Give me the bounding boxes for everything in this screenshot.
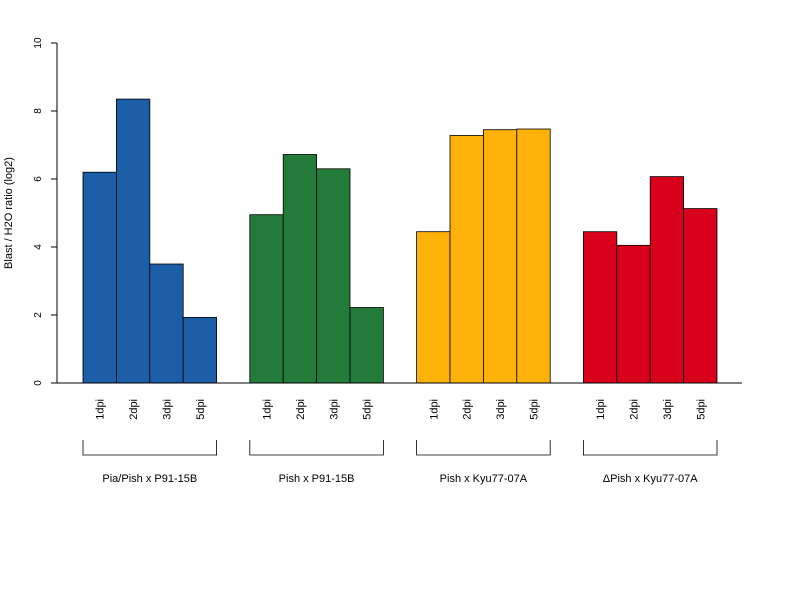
x-tick-label: 1dpi [95, 399, 107, 420]
bar [583, 231, 618, 384]
y-tick-label: 10 [33, 37, 44, 49]
y-axis: 0 2 4 6 8 10 [33, 37, 58, 386]
bar [82, 171, 117, 384]
bar [116, 98, 151, 384]
bar [482, 129, 518, 384]
group-bracket [416, 440, 551, 456]
bar [349, 307, 384, 384]
group-label: Pia/Pish x P91-15B [102, 473, 197, 485]
bar [616, 244, 651, 384]
x-axis: 1dpi 2dpi 3dpi 5dpi 1dpi 2dpi 3dpi 5dpi 1dpi 2dpi… [57, 382, 742, 420]
bar [249, 214, 284, 384]
y-tick-label: 4 [33, 244, 44, 250]
bar [516, 128, 551, 384]
y-tick-label: 0 [33, 380, 44, 386]
group-bracket [82, 440, 217, 456]
group-label: Pish x P91-15B [279, 473, 355, 485]
bar [449, 135, 484, 384]
x-tick-label: 5dpi [695, 399, 707, 420]
x-tick-label: 3dpi [162, 399, 174, 420]
x-tick-label: 2dpi [629, 399, 641, 420]
x-tick-label: 5dpi [529, 399, 541, 420]
group-label: Pish x Kyu77-07A [440, 473, 528, 485]
bar [683, 208, 718, 384]
x-tick-label: 1dpi [428, 399, 440, 420]
x-tick-label: 2dpi [462, 399, 474, 420]
y-tick-label: 8 [33, 108, 44, 114]
y-tick-label: 6 [33, 176, 44, 182]
y-tick-label: 2 [33, 312, 44, 318]
bar [649, 176, 685, 384]
group-bracket [583, 440, 718, 456]
bar [316, 168, 351, 384]
x-tick-label: 5dpi [362, 399, 374, 420]
y-axis-label: Blast / H2O ratio (log2) [3, 157, 15, 269]
group-brackets: Pia/Pish x P91-15B Pish x P91-15B Pish x K… [82, 440, 718, 485]
x-tick-label: 3dpi [662, 399, 674, 420]
group-label: ΔPish x Kyu77-07A [603, 473, 698, 485]
bar [182, 316, 217, 384]
x-tick-label: 2dpi [128, 399, 140, 420]
x-tick-label: 3dpi [495, 399, 507, 420]
x-tick-label: 1dpi [262, 399, 274, 420]
group-bracket [249, 440, 384, 456]
bar [149, 263, 184, 384]
bars [82, 98, 718, 384]
x-tick-label: 1dpi [595, 399, 607, 420]
x-tick-label: 2dpi [295, 399, 307, 420]
x-tick-label: 5dpi [195, 399, 207, 420]
bar [282, 154, 318, 384]
bar [416, 231, 451, 384]
x-tick-label: 3dpi [328, 399, 340, 420]
